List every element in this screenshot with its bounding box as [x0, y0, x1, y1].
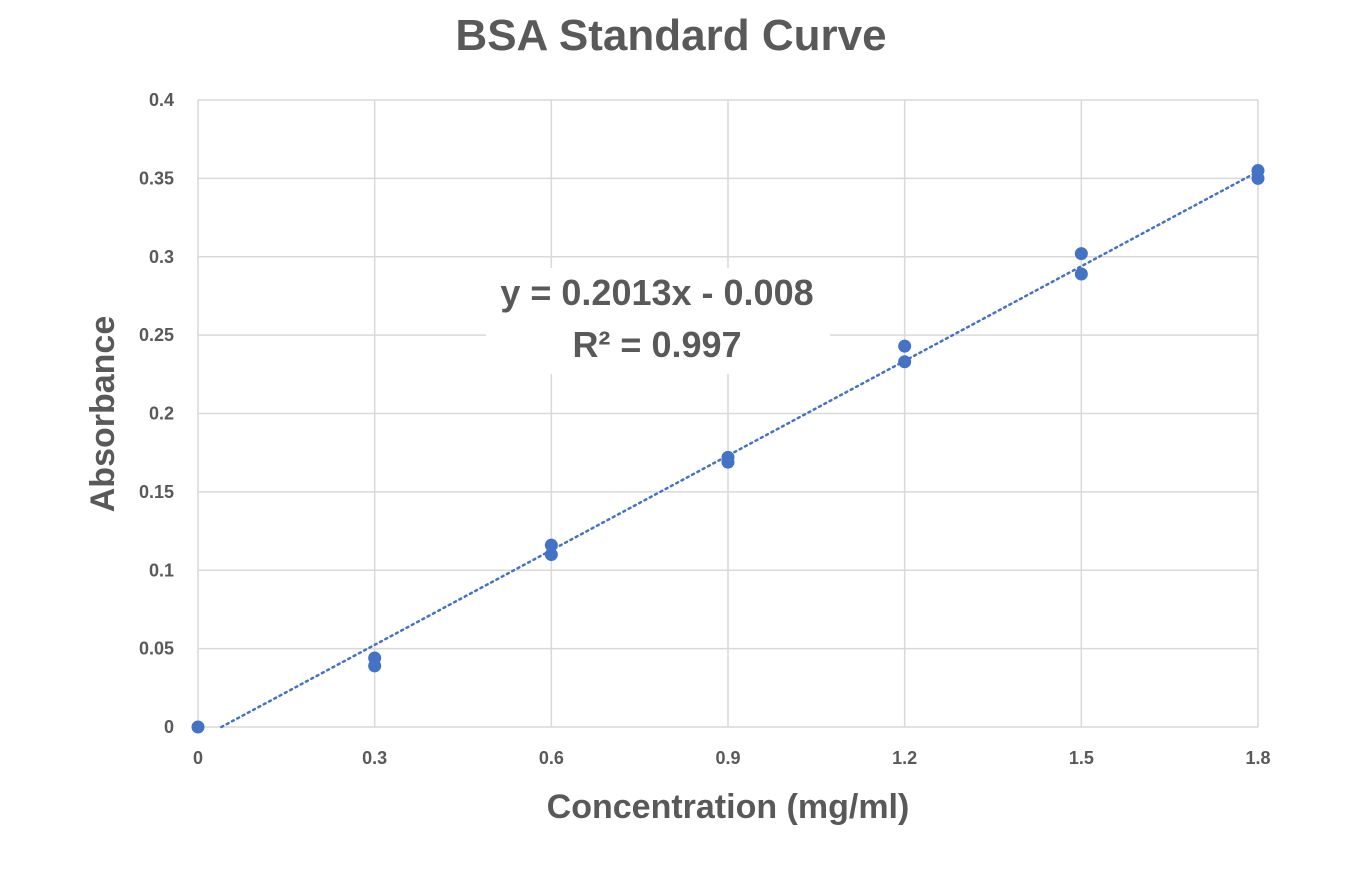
gridlines [197, 99, 1259, 728]
y-tick-label: 0.1 [149, 560, 174, 580]
trendline-layer [220, 170, 1260, 729]
data-point [544, 548, 558, 562]
equation-label-group: y = 0.2013x - 0.008 R² = 0.997 [486, 268, 830, 374]
y-tick-label: 0 [164, 717, 174, 737]
y-tick-label: 0.25 [139, 325, 174, 345]
y-tick-label: 0.3 [149, 247, 174, 267]
chart-title: BSA Standard Curve [455, 11, 886, 60]
trendline-r-squared: R² = 0.997 [572, 324, 741, 365]
x-tick-label: 0.9 [715, 748, 740, 768]
y-tick-label: 0.4 [149, 90, 174, 110]
data-point [1074, 267, 1088, 281]
trendline-equation: y = 0.2013x - 0.008 [500, 272, 813, 313]
y-axis-title: Absorbance [84, 316, 122, 513]
equation-label-background [486, 268, 830, 374]
x-tick-label: 0.6 [539, 748, 564, 768]
data-point [368, 659, 382, 673]
data-point [191, 720, 205, 734]
x-tick-label: 1.8 [1245, 748, 1270, 768]
y-tick-label: 0.15 [139, 482, 174, 502]
data-point [1251, 171, 1265, 185]
data-point [1074, 247, 1088, 261]
y-tick-label: 0.2 [149, 404, 174, 424]
x-tick-label: 1.2 [892, 748, 917, 768]
data-point [544, 538, 558, 552]
x-tick-label: 0 [193, 748, 203, 768]
x-tick-label: 0.3 [362, 748, 387, 768]
trendline [220, 170, 1260, 729]
x-axis-title: Concentration (mg/ml) [547, 788, 910, 826]
y-tick-label: 0.05 [139, 639, 174, 659]
data-points [191, 164, 1265, 734]
x-tick-label: 1.5 [1069, 748, 1094, 768]
data-point [898, 339, 912, 353]
data-point [898, 355, 912, 369]
data-point [721, 455, 735, 469]
y-tick-label: 0.35 [139, 168, 174, 188]
tick-labels: 0 0.05 0.1 0.15 0.2 0.25 0.3 0.35 0.4 0 0.3 0.6 0.9 1… [139, 90, 1271, 768]
